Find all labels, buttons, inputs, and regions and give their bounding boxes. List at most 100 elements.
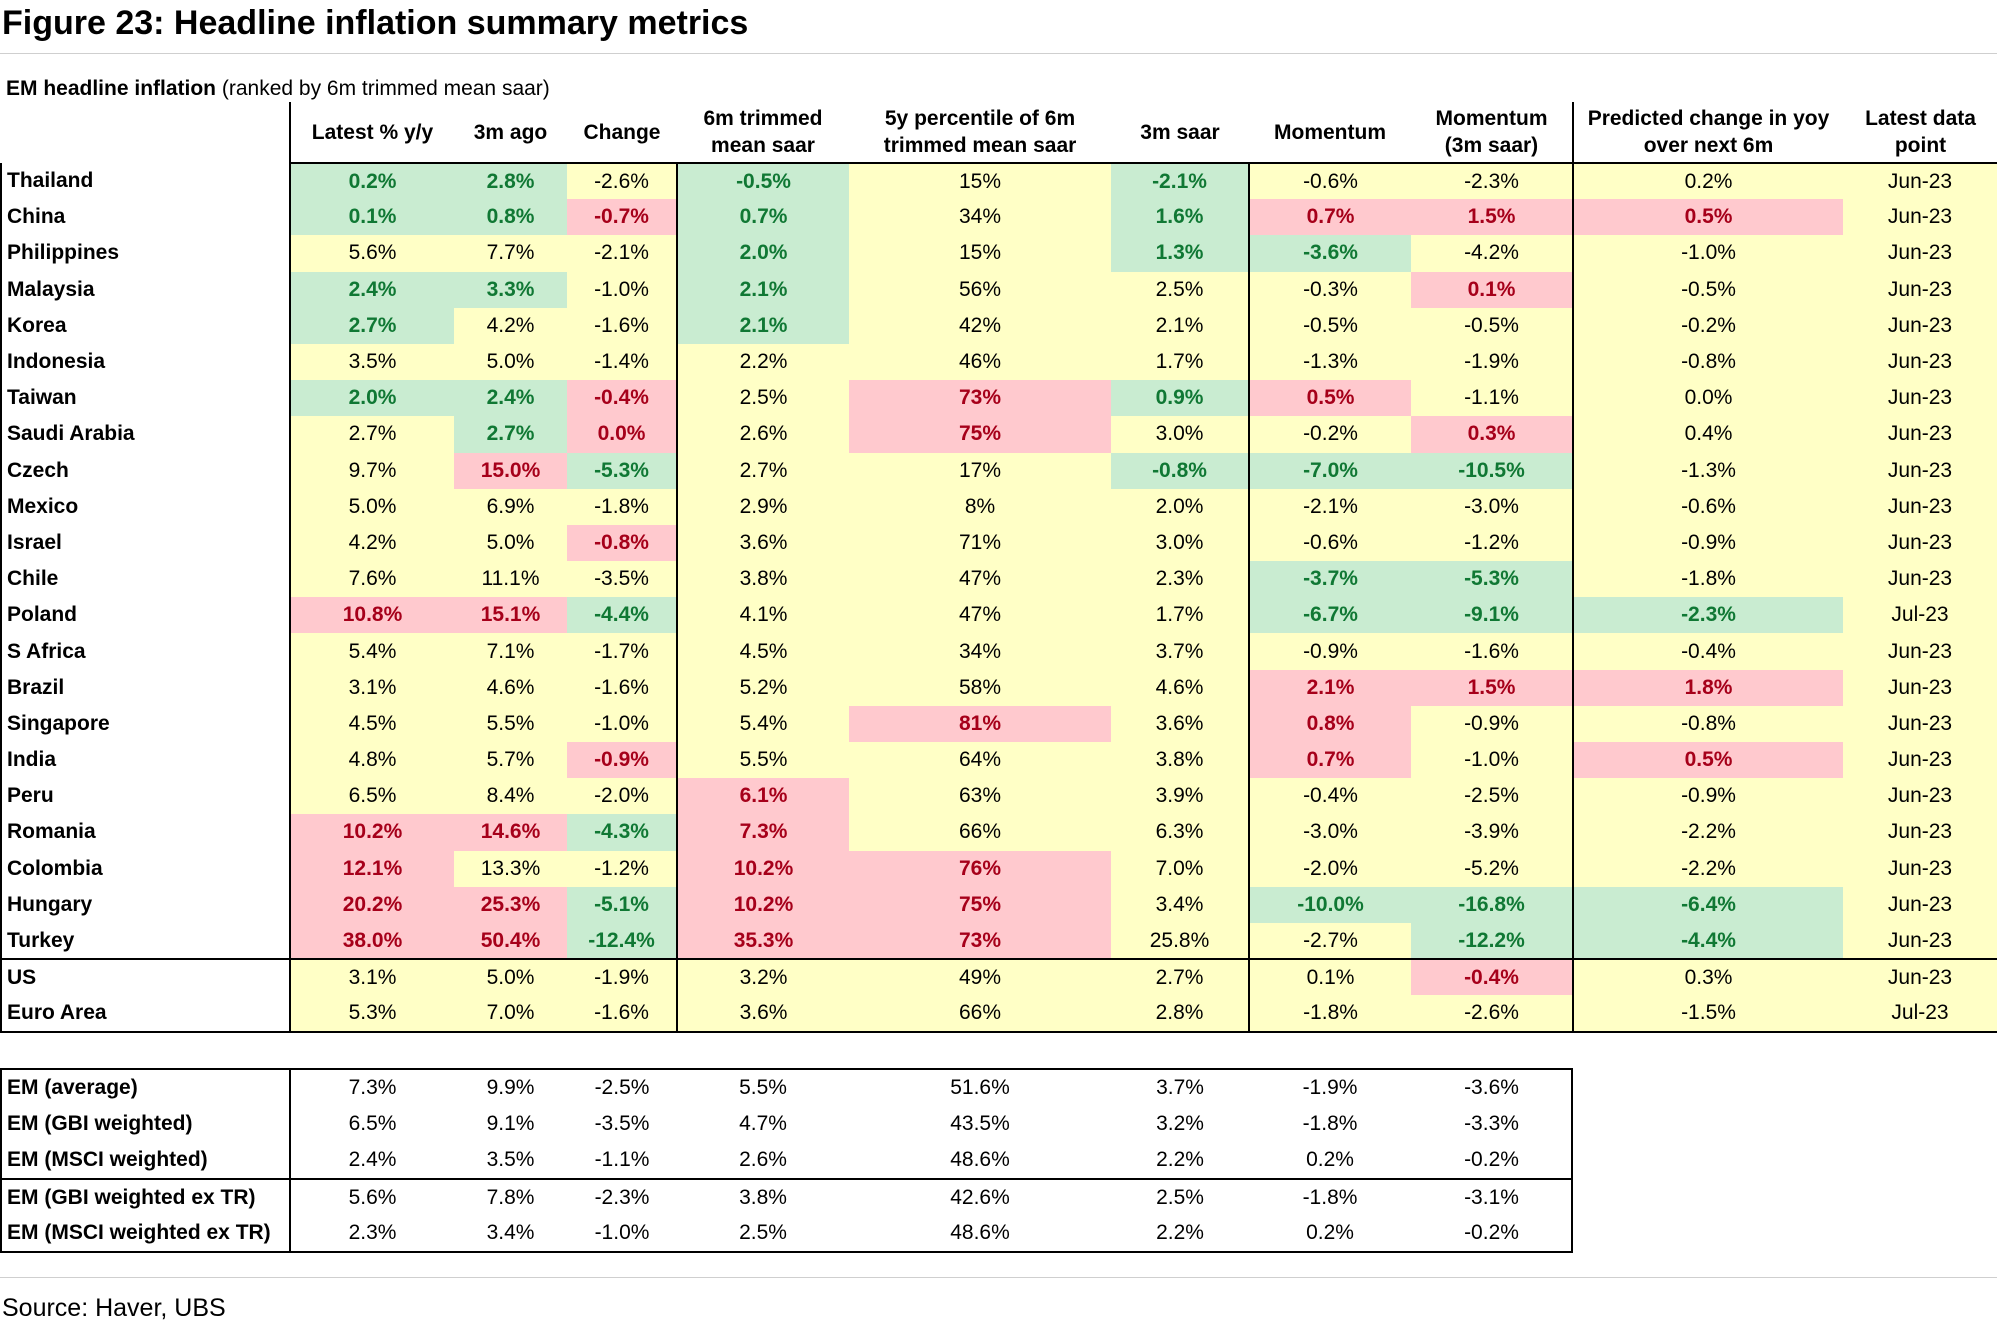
data-cell: Jun-23 [1843, 161, 1997, 200]
data-cell: 0.8% [1248, 705, 1411, 742]
data-cell: 1.6% [1111, 199, 1249, 236]
data-cell: -0.9% [1572, 524, 1843, 562]
data-cell: 3.3% [454, 271, 567, 308]
data-cell: 2.0% [676, 235, 849, 272]
data-cell: -0.8% [1572, 705, 1843, 742]
summary-cell: 3.4% [454, 1215, 567, 1253]
source-divider [0, 1277, 1997, 1278]
data-cell: 9.7% [289, 452, 454, 489]
summary-cell: 6.5% [289, 1105, 454, 1143]
data-cell: 0.5% [1572, 742, 1843, 779]
data-cell: -0.5% [1572, 271, 1843, 308]
data-cell: Jun-23 [1843, 488, 1997, 525]
data-cell: 10.2% [676, 886, 849, 923]
country-name: Mexico [0, 488, 290, 525]
summary-cell: 3.7% [1111, 1068, 1249, 1106]
data-cell: 12.1% [289, 850, 454, 887]
summary-row: EM (average) 7.3% 9.9% -2.5% 5.5% 51.6% 3.7% -1… [0, 1068, 1572, 1106]
summary-cell: -0.2% [1464, 1147, 1519, 1171]
data-cell: -2.0% [567, 778, 677, 815]
header-row: Latest % y/y 3m ago Change 6m trimmed mean s… [1, 102, 1997, 163]
data-cell: -12.4% [567, 922, 677, 960]
data-cell: -1.6% [567, 307, 677, 344]
data-cell: -1.9% [1411, 343, 1573, 381]
data-cell: -1.1% [1411, 380, 1573, 417]
data-cell: Jun-23 [1843, 886, 1997, 923]
column-header: Predicted change in yoy over next 6m [1572, 102, 1843, 163]
summary-cell: 7.3% [289, 1068, 454, 1106]
column-header-line: point [1894, 134, 1947, 157]
summary-cell: 2.2% [1111, 1215, 1249, 1253]
data-cell: 3.1% [289, 958, 454, 996]
summary-cell: -1.1% [594, 1147, 650, 1171]
column-header-line: Momentum [1274, 120, 1386, 144]
data-cell: 2.7% [676, 452, 849, 489]
data-cell: 7.7% [454, 235, 567, 272]
data-cell: 25.8% [1111, 922, 1249, 960]
data-cell: 0.4% [1572, 416, 1843, 453]
data-cell: -16.8% [1411, 886, 1573, 923]
data-cell: 0.0% [567, 416, 677, 453]
data-cell: 3.4% [1111, 886, 1249, 923]
data-cell: 5.5% [676, 742, 849, 779]
data-cell: 1.7% [1111, 597, 1249, 634]
summary-name: EM (GBI weighted) [0, 1105, 290, 1143]
data-cell: -1.7% [567, 633, 677, 670]
data-cell: 71% [849, 524, 1111, 562]
data-cell: Jun-23 [1843, 524, 1997, 562]
country-name: Thailand [0, 163, 290, 200]
summary-cell: 3.5% [486, 1147, 535, 1171]
data-cell: 3.6% [1111, 705, 1249, 742]
data-cell: -2.3% [1572, 597, 1843, 634]
data-cell: -5.2% [1411, 850, 1573, 887]
country-name: Malaysia [0, 271, 290, 308]
data-cell: 34% [849, 633, 1111, 670]
country-name: Singapore [0, 705, 290, 742]
data-cell: -6.4% [1572, 886, 1843, 923]
summary-cell: -1.0% [567, 1215, 677, 1253]
column-header-line: Latest % y/y [311, 120, 434, 144]
data-cell: -1.2% [1411, 524, 1573, 562]
data-cell: 75% [849, 886, 1111, 923]
data-cell: 6.3% [1111, 814, 1249, 851]
data-cell: Jun-23 [1843, 705, 1997, 742]
data-cell: 2.6% [676, 416, 849, 453]
summary-cell: 4.7% [739, 1111, 787, 1135]
summary-cell: 5.6% [289, 1177, 454, 1216]
data-cell: 3.1% [289, 669, 454, 706]
data-cell: 3.6% [676, 524, 849, 562]
country-row: Taiwan 2.0% 2.4% -0.4% 2.5% 73% 0.9% 0.5% -1.1% 0… [0, 380, 1997, 417]
data-cell: 7.0% [1111, 850, 1249, 887]
data-cell: 0.7% [676, 199, 849, 236]
column-header: Momentum (3m saar) [1411, 102, 1573, 163]
country-row: China 0.1% 0.8% -0.7% 0.7% 34% 1.6% 0.7% 1.5% 0.5… [0, 199, 1997, 236]
data-cell: 5.2% [676, 669, 849, 706]
data-cell: 2.1% [676, 307, 849, 344]
data-cell: Jun-23 [1843, 814, 1997, 851]
data-cell: 3.2% [676, 958, 849, 996]
country-name: China [0, 199, 290, 236]
data-cell: 2.2% [676, 343, 849, 381]
data-cell: 1.3% [1111, 235, 1249, 272]
data-cell: 5.0% [454, 958, 567, 996]
data-cell: 5.0% [454, 343, 567, 381]
data-cell: 3.8% [1111, 742, 1249, 779]
data-cell: 7.3% [676, 814, 849, 851]
data-cell: Jul-23 [1843, 995, 1997, 1033]
data-cell: 25.3% [454, 886, 567, 923]
data-cell: -1.0% [567, 271, 677, 308]
data-cell: -0.8% [1111, 452, 1249, 489]
data-cell: 46% [849, 343, 1111, 381]
subtitle-bold: EM headline inflation [6, 77, 217, 100]
data-cell: 50.4% [454, 922, 567, 960]
data-cell: 0.8% [454, 199, 567, 236]
country-row: Brazil 3.1% 4.6% -1.6% 5.2% 58% 4.6% 2.1% 1.5% 1.… [0, 669, 1997, 706]
country-row: Chile 7.6% 11.1% -3.5% 3.8% 47% 2.3% -3.7% -5.3%… [0, 561, 1997, 598]
data-cell: 0.5% [1248, 380, 1411, 417]
data-cell: 75% [849, 416, 1111, 453]
column-header-line: (3m saar) [1444, 134, 1539, 157]
column-header: Latest data point [1843, 102, 1997, 163]
column-header-line: Change [583, 120, 661, 144]
data-cell: 2.5% [1111, 271, 1249, 308]
data-cell: 4.1% [676, 597, 849, 634]
